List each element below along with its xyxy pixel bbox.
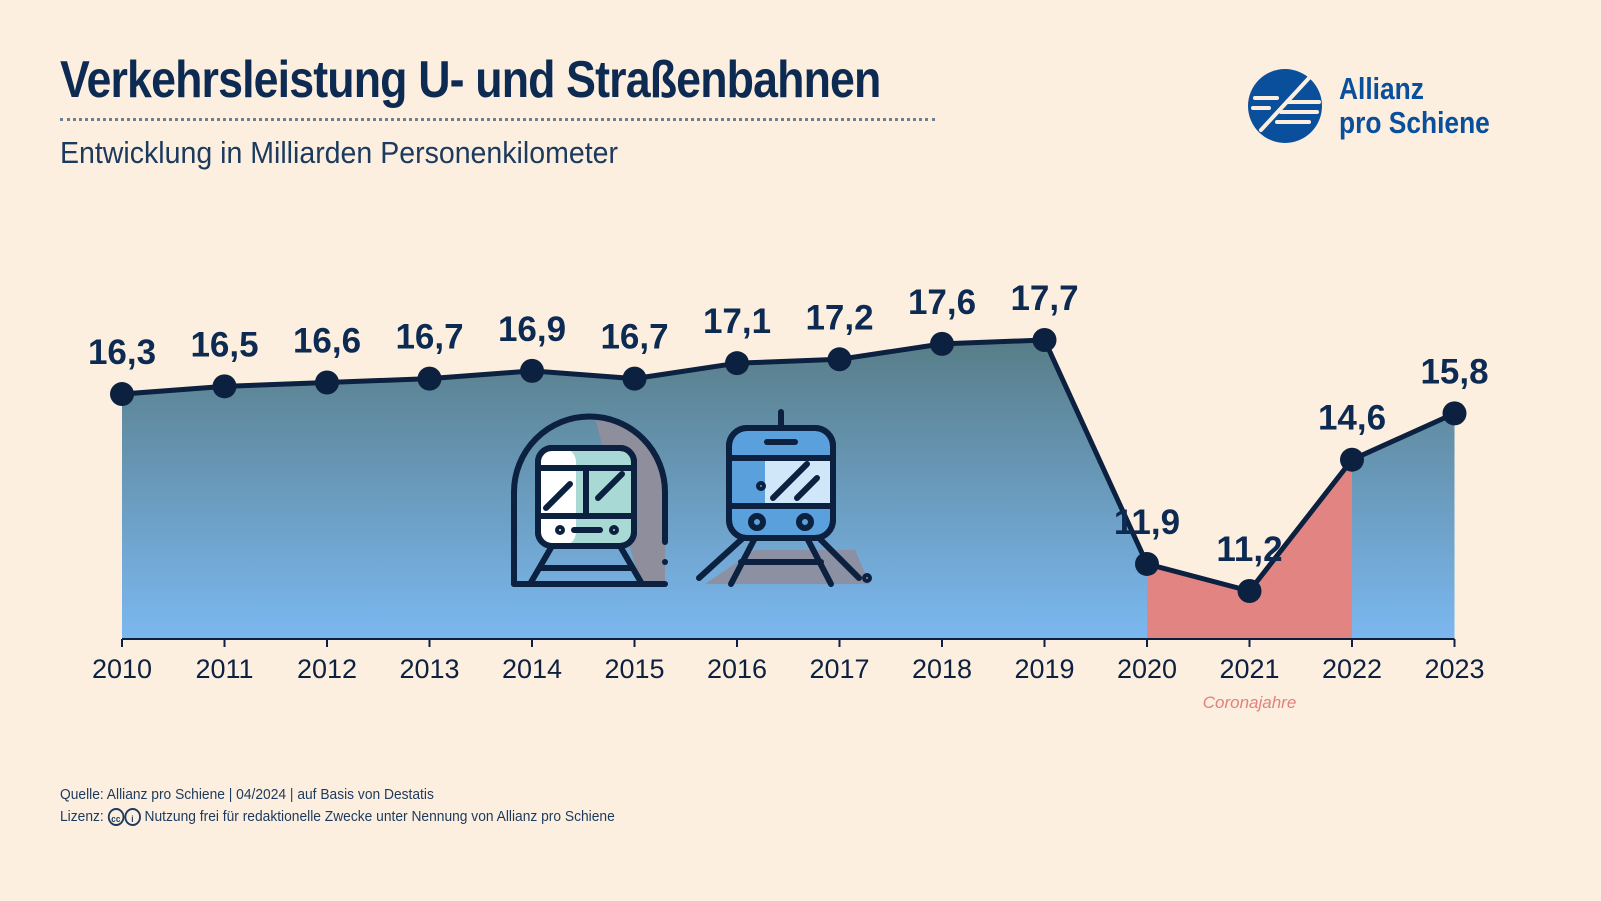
x-tick-label: 2021 — [1219, 654, 1279, 684]
x-tick-label: 2023 — [1424, 654, 1484, 684]
cc-icon: cc — [107, 808, 125, 827]
data-label: 17,1 — [703, 302, 771, 341]
x-tick-label: 2011 — [195, 654, 253, 684]
data-label: 17,6 — [908, 283, 976, 322]
logo: Allianz pro Schiene — [1247, 68, 1507, 148]
data-point — [1340, 447, 1364, 472]
data-point — [725, 351, 749, 376]
x-tick-label: 2014 — [502, 654, 562, 684]
subway-tunnel-icon — [511, 413, 668, 587]
logo-line-1: Allianz — [1339, 71, 1424, 106]
tram-icon — [696, 409, 872, 587]
data-label: 16,3 — [88, 333, 156, 372]
data-point — [930, 331, 954, 356]
data-label: 16,9 — [498, 310, 566, 349]
x-tick-label: 2013 — [399, 654, 459, 684]
data-point — [110, 382, 134, 407]
x-tick-label: 2018 — [912, 654, 972, 684]
logo-line-2: pro Schiene — [1339, 105, 1490, 140]
x-tick-label: 2010 — [92, 654, 152, 684]
highlight-area — [1147, 459, 1352, 639]
license-note: Lizenz: cc i Nutzung frei für redaktionel… — [60, 808, 615, 827]
x-tick-label: 2022 — [1322, 654, 1382, 684]
data-point — [622, 366, 647, 391]
data-label: 16,7 — [395, 318, 463, 357]
data-label: 11,2 — [1216, 530, 1282, 569]
attribution-icon: i — [124, 808, 141, 827]
data-point — [520, 358, 544, 383]
x-tick-label: 2016 — [707, 654, 767, 684]
data-point — [1442, 401, 1467, 426]
data-point — [1032, 328, 1057, 352]
allianz-pro-schiene-logo-icon — [1248, 69, 1322, 143]
source-note: Quelle: Allianz pro Schiene | 04/2024 | … — [60, 786, 434, 803]
data-label: 17,7 — [1010, 279, 1078, 318]
license-text: Nutzung frei für redaktionelle Zwecke un… — [144, 808, 615, 825]
data-label: 11,9 — [1114, 503, 1180, 542]
data-point — [212, 374, 237, 399]
x-tick-label: 2019 — [1014, 654, 1074, 684]
license-label: Lizenz: — [60, 808, 104, 825]
page-title: Verkehrsleistung U- und Straßenbahnen — [60, 51, 881, 109]
data-point — [827, 347, 852, 372]
data-point — [1135, 551, 1159, 576]
x-tick-label: 2012 — [297, 654, 357, 684]
data-point — [1237, 579, 1262, 603]
title-divider — [60, 118, 935, 121]
data-label: 16,6 — [293, 321, 361, 360]
page-subtitle: Entwicklung in Milliarden Personenkilome… — [60, 135, 618, 170]
data-label: 15,8 — [1420, 352, 1488, 391]
series-line — [121, 337, 1456, 594]
x-tick-label: 2020 — [1117, 654, 1177, 684]
data-label: 16,5 — [190, 325, 258, 364]
x-tick-label: 2017 — [809, 654, 869, 684]
data-label: 17,2 — [805, 298, 873, 337]
data-label: 14,6 — [1318, 399, 1386, 438]
highlight-label: Coronajahre — [1203, 693, 1297, 712]
data-label: 16,7 — [600, 318, 668, 357]
data-point — [417, 366, 442, 391]
x-tick-label: 2015 — [604, 654, 664, 684]
data-point — [315, 370, 339, 395]
